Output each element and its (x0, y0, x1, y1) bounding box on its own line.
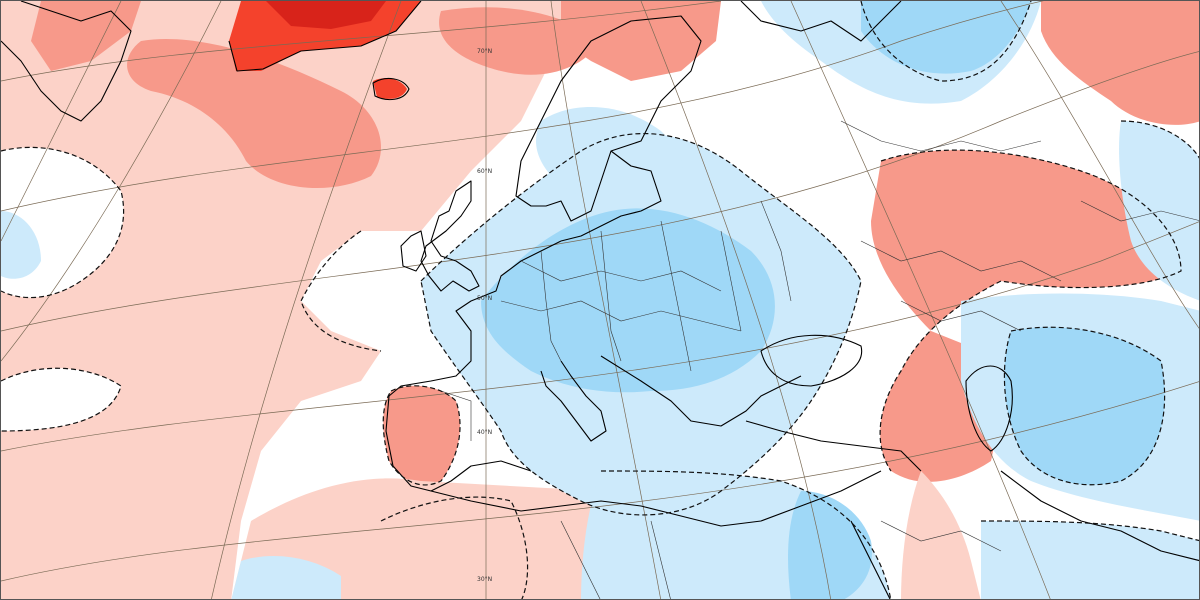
central-asia-warm-mid (871, 150, 1181, 482)
north-africa-coast (430, 470, 882, 527)
lat-label-60: 60°N (477, 168, 492, 175)
arctic-islands-coast (740, 1, 902, 42)
greenland-strongest-warm (266, 1, 386, 29)
iceland-warm (373, 78, 407, 99)
scandinavia-coast (515, 15, 702, 222)
british-isles-coast (420, 180, 480, 292)
southeast-cool-light (981, 521, 1199, 599)
persian-gulf-coast (1000, 470, 1199, 562)
lat-label-30: 30°N (477, 576, 492, 583)
scandinavia-north-warm-mid (561, 1, 721, 81)
europe-cool-mid (481, 208, 775, 393)
east-warm-light (901, 471, 981, 599)
northeast-warm-mid (1041, 1, 1199, 125)
black-sea-coast (760, 334, 863, 387)
west-europe-coast (385, 240, 562, 492)
northeast-cool-mid (861, 1, 1031, 74)
iceland-coast (372, 77, 410, 101)
red-sea-coast (850, 520, 891, 599)
ireland-coast (400, 230, 427, 272)
middle-east-cool-deep (788, 491, 872, 599)
arctic-warm-mid (31, 1, 141, 71)
caspian-cool-deep (1004, 327, 1165, 485)
latitude-labels: 70°N 60°N 50°N 40°N 30°N (477, 48, 492, 583)
west-cool-light (1, 211, 41, 279)
iberia-warm-mid (383, 385, 461, 485)
greenland-strong-warm (229, 1, 421, 71)
lat-label-50: 50°N (477, 295, 492, 302)
atlantic-warm-white-patch-2 (1, 368, 121, 431)
northeast-atlantic-warm-mid (439, 7, 601, 75)
southwest-cool-light (231, 556, 341, 599)
italy-coast (540, 360, 607, 442)
caspian-coast (965, 365, 1013, 452)
baltic-coast (560, 150, 662, 242)
canada-coast (1, 1, 132, 122)
lat-label-70: 70°N (477, 48, 492, 55)
north-atlantic-warm-mid (127, 39, 381, 188)
turkey-med-coast (745, 420, 922, 472)
north-africa-warm-light (231, 478, 651, 599)
country-borders (440, 120, 1199, 599)
lat-label-40: 40°N (477, 429, 492, 436)
greenland-coast (228, 1, 422, 72)
balkans-coast (600, 355, 802, 427)
